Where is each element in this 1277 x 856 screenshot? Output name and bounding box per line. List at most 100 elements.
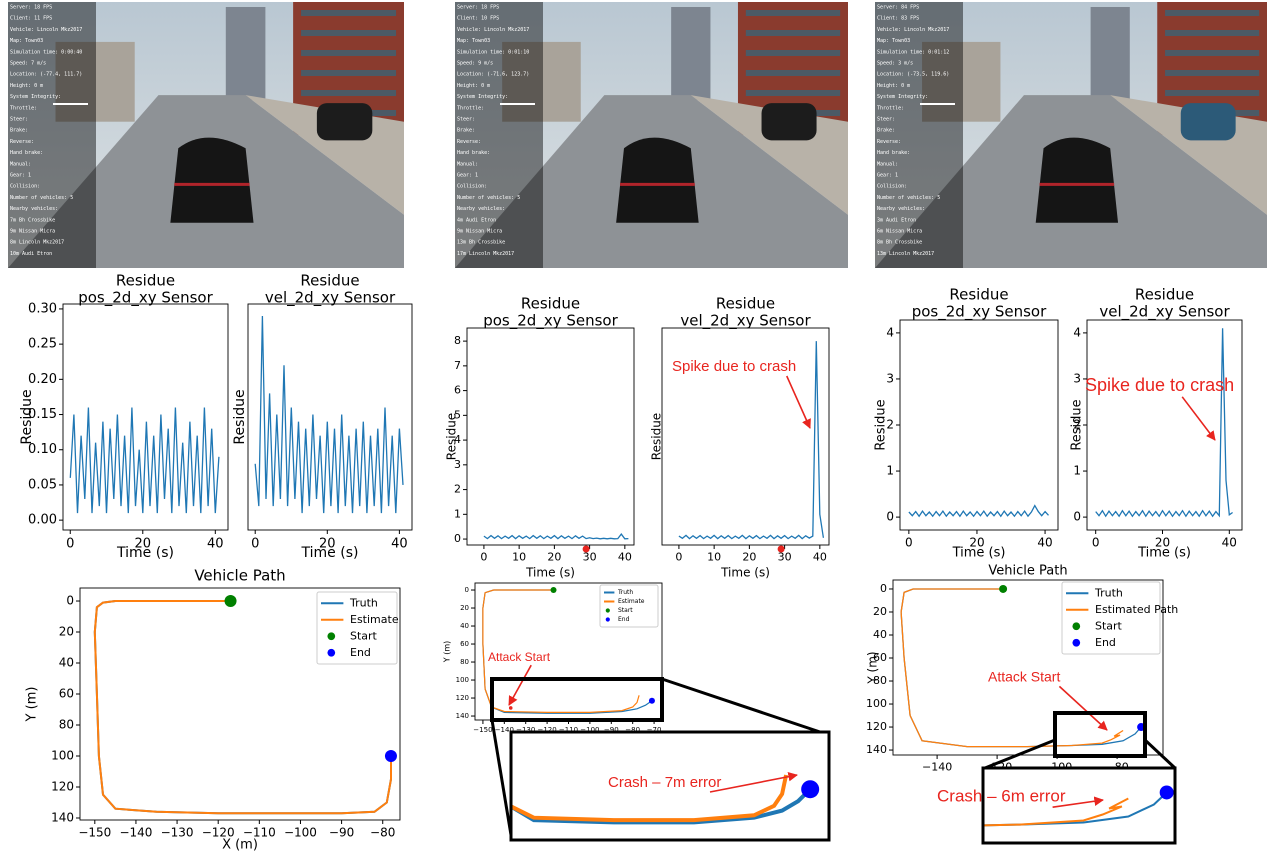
y-axis-label: Residue	[232, 389, 248, 444]
chart-title: Vehicle Path	[194, 567, 285, 585]
y-tick-label: 4	[886, 325, 894, 339]
hud-text: Manual:	[10, 161, 31, 167]
legend-label: Estimate	[350, 613, 399, 626]
legend-label: Estimate	[618, 598, 645, 605]
x-tick-label: 20	[547, 551, 561, 564]
chart-title: pos_2d_xy Sensor	[483, 312, 618, 331]
path-point	[550, 587, 557, 594]
plot-frame	[1086, 319, 1243, 531]
legend-label: Truth	[1094, 586, 1123, 599]
hud-text: Simulation time: 0:00:40	[10, 49, 82, 55]
x-tick-label: −130	[161, 826, 194, 840]
y-tick-label: 80	[460, 658, 469, 666]
x-tick-label: −90	[604, 726, 619, 734]
x-axis-label: Time (s)	[952, 546, 1006, 561]
chart-title: Residue	[1135, 286, 1194, 304]
inset-annotation: Crash – 7m error	[608, 774, 721, 791]
x-tick-label: −80	[625, 726, 640, 734]
y-tick-label: 2	[1073, 418, 1081, 432]
x-tick-label: 0	[66, 536, 74, 551]
hud-text: Brake:	[457, 128, 475, 134]
y-tick-label: 60	[59, 687, 74, 701]
hud-text: Height: 0 m	[457, 83, 490, 89]
hud-text: Map: Town03	[877, 38, 910, 44]
hud-text: System Integrity:	[457, 94, 508, 100]
y-tick-label: 20	[460, 604, 469, 612]
chart-title: vel_2d_xy Sensor	[680, 312, 811, 331]
hud-text: Hand brake:	[10, 150, 43, 156]
y-tick-label: 0	[465, 586, 469, 594]
zoom-connector	[984, 738, 1056, 770]
hud-text: Steer:	[457, 117, 475, 123]
inset-point	[617, 488, 635, 506]
hud-text: 8m Lincoln Mkz2017	[10, 240, 64, 246]
residue-line	[69, 407, 220, 514]
path-line	[93, 600, 392, 815]
y-tick-label: 0	[886, 510, 894, 524]
x-tick-label: −110	[243, 826, 276, 840]
x-tick-label: 0	[251, 536, 259, 551]
inset-line	[511, 787, 812, 825]
y-axis-label: Y (m)	[25, 687, 40, 723]
y-tick-label: 4	[454, 433, 461, 446]
x-tick-label: 30	[583, 551, 597, 564]
attack-marker	[777, 545, 785, 553]
y-tick-label: 0.30	[28, 301, 57, 316]
tail-light	[174, 182, 250, 186]
y-tick-label: 7	[454, 359, 461, 372]
legend-marker	[327, 648, 336, 657]
hud-panel	[875, 2, 963, 268]
y-tick-label: 0	[880, 582, 887, 595]
hud-text: Number of vehicles: 5	[877, 195, 940, 201]
y-tick-label: 60	[460, 640, 469, 648]
hud-text: Hand brake:	[457, 150, 490, 156]
y-tick-label: 1	[1073, 464, 1081, 478]
hud-text: 3m Audi Etron	[877, 217, 916, 223]
y-tick-label: 2	[454, 483, 461, 496]
x-axis-label: Time (s)	[720, 566, 770, 580]
chart-title: vel_2d_xy Sensor	[1099, 303, 1230, 322]
building	[225, 7, 266, 101]
zoom-connector	[490, 719, 513, 836]
chart-title: pos_2d_xy Sensor	[912, 303, 1047, 322]
hud-text: 13m Bh Crossbike	[457, 240, 505, 246]
hud-text: Number of vehicles: 5	[10, 195, 73, 201]
building-window	[1165, 30, 1260, 36]
hud-text: Throttle:	[877, 105, 904, 111]
y-tick-label: 8	[454, 334, 461, 347]
hud-text: Gear: 1	[877, 173, 898, 179]
legend-marker	[1072, 622, 1081, 631]
plot-frame	[62, 303, 229, 531]
y-axis-label: Y (m)	[443, 641, 452, 663]
hud-text: System Integrity:	[877, 94, 928, 100]
building-window	[745, 30, 841, 36]
hud-text: 8m Bh Crossbike	[877, 240, 922, 246]
building	[55, 41, 135, 122]
hud-text: Speed: 3 m/s	[877, 61, 913, 67]
x-tick-label: 0	[1092, 536, 1100, 550]
plot-frame	[247, 303, 413, 531]
hud-text: Manual:	[877, 161, 898, 167]
hud-text: Vehicle: Lincoln Mkz2017	[10, 27, 82, 33]
y-tick-label: 40	[59, 656, 74, 670]
annotation-arrow	[1052, 796, 1104, 808]
x-tick-label: 0	[480, 551, 487, 564]
ego-car	[170, 137, 254, 223]
x-tick-label: −120	[202, 826, 235, 840]
legend-box	[599, 584, 659, 628]
tail-light	[620, 182, 695, 186]
x-tick-label: 30	[778, 551, 792, 564]
x-tick-label: 40	[618, 551, 632, 564]
zoom-connector	[1143, 738, 1177, 770]
hud-text: Reverse:	[877, 139, 901, 145]
annotation: Spike due to crash	[1085, 375, 1234, 395]
plot-frame	[79, 587, 401, 821]
hud-text: Server: 18 FPS	[10, 5, 52, 11]
legend-label: Estimated Path	[1095, 603, 1178, 616]
legend-marker	[605, 608, 610, 613]
hud-text: Brake:	[877, 128, 895, 134]
hud-text: Gear: 1	[10, 173, 31, 179]
x-tick-label: 20	[1155, 536, 1170, 550]
zoom-box	[1053, 711, 1147, 758]
y-tick-label: 1	[454, 507, 461, 520]
